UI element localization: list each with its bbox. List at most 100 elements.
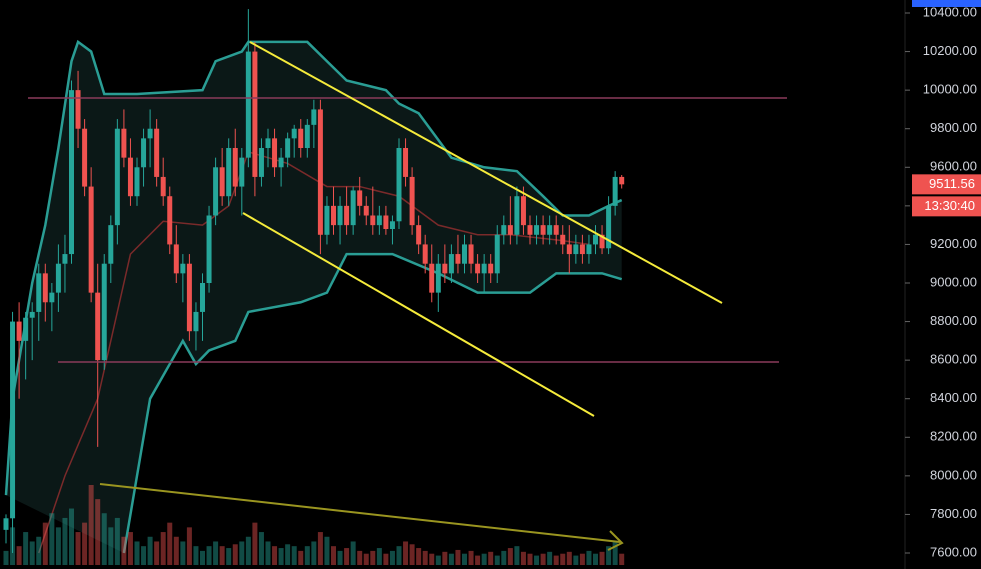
y-tick-label: 10200.00 [923, 43, 977, 58]
candle-body [507, 225, 513, 235]
volume-bar [121, 536, 127, 565]
candle-body [108, 225, 114, 264]
candle-body [448, 254, 454, 274]
y-tick-label: 10000.00 [923, 82, 977, 97]
trend-line [249, 41, 723, 304]
candle-body [540, 225, 546, 235]
candle-body [573, 244, 579, 255]
countdown-box [912, 196, 981, 217]
y-tick-label: 8000.00 [930, 467, 977, 482]
candle-body [606, 205, 612, 249]
y-tick-label: 8800.00 [930, 313, 977, 328]
candle-body [403, 148, 409, 177]
volume-bar [560, 553, 566, 565]
candle-body [396, 148, 402, 222]
candle-body [42, 273, 48, 303]
volume-bar [573, 555, 579, 565]
price-axis: 7600.00 7800.00 8000.00 8200.00 8400.00 8600.… [904, 0, 981, 569]
candle-body [206, 215, 212, 283]
volume-bar [507, 548, 513, 565]
volume-bar [49, 513, 55, 565]
candle-body [95, 292, 101, 361]
volume-bar [396, 546, 402, 565]
volume-bar [324, 536, 330, 565]
volume-bar [481, 553, 487, 565]
volume-bar [475, 555, 481, 565]
candle-body [127, 157, 133, 197]
volume-bar [311, 541, 317, 565]
volume-bar [69, 508, 74, 565]
volume-bar [612, 541, 618, 565]
candle-body [147, 128, 153, 139]
candle-body [114, 128, 120, 226]
volume-bar [619, 553, 625, 565]
volume-bar [206, 546, 212, 565]
candle-body [350, 190, 356, 226]
candle-body [547, 225, 553, 235]
y-tick-label: 10400.00 [923, 4, 977, 19]
volume-bar [462, 553, 467, 565]
volume-bar [36, 536, 42, 565]
volume-bar [566, 551, 572, 565]
volume-bar [494, 555, 500, 565]
y-tick-label: 8200.00 [930, 429, 977, 444]
y-tick-label: 9200.00 [930, 236, 977, 251]
volume-bar [501, 550, 507, 565]
candle-body [383, 215, 389, 229]
volume-bar [193, 546, 199, 565]
candle-body [10, 321, 16, 519]
candle-body [36, 273, 42, 312]
volume-bar [127, 532, 133, 565]
countdown-label: 13:30:40 [924, 198, 975, 213]
volume-bar [357, 550, 363, 565]
candle-body [599, 234, 605, 249]
candle-body [55, 263, 61, 293]
candles [3, 9, 625, 553]
candle-body [560, 234, 566, 245]
candle-body [173, 244, 179, 274]
candle-body [435, 263, 441, 293]
y-tick-label: 9800.00 [930, 120, 977, 135]
candle-body [49, 292, 55, 303]
volume-bar [553, 555, 559, 565]
candle-body [304, 124, 310, 148]
y-tick-label: 9000.00 [930, 274, 977, 289]
volume-bar [317, 532, 323, 565]
candle-body [612, 176, 618, 206]
candle-body [586, 244, 592, 255]
volume-bar [579, 553, 585, 565]
candle-body [331, 205, 336, 226]
candle-body [298, 128, 304, 148]
candle-body [481, 263, 487, 274]
volume-bar [108, 527, 114, 565]
candle-body [527, 225, 533, 235]
candle-body [160, 176, 166, 197]
candle-body [200, 283, 205, 312]
volume-bar [593, 553, 598, 565]
volume-bar [42, 522, 48, 565]
candle-body [75, 90, 81, 129]
volume [3, 485, 625, 565]
volume-bar [154, 541, 160, 565]
indicator-line [122, 252, 623, 554]
candle-body [226, 148, 232, 197]
volume-bar [147, 536, 153, 565]
candle-body [101, 263, 107, 361]
volume-bar [55, 527, 61, 565]
candle-body [278, 157, 284, 168]
volume-bar [514, 546, 520, 565]
volume-bar [429, 553, 435, 565]
candle-body [553, 225, 559, 235]
volume-bar [350, 541, 356, 565]
volume-bar [599, 551, 605, 565]
volume-bar [95, 499, 101, 565]
volume-bar [488, 551, 494, 565]
volume-bar [376, 548, 382, 565]
volume-bar [134, 541, 140, 565]
candle-body [180, 263, 186, 274]
volume-bar [547, 551, 553, 565]
volume-bar [82, 522, 88, 565]
candle-body [422, 244, 428, 264]
